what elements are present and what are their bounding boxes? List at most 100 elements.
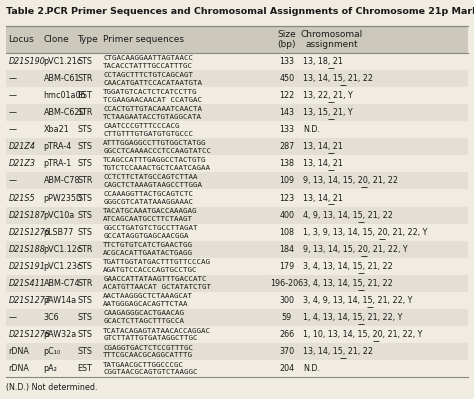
Text: TCATACAGAGTATAACACCAGGAC: TCATACAGAGTATAACACCAGGAC (103, 328, 211, 334)
Bar (6, 275, 468, 292)
Text: CTGACAAGGAATTAGTAACC: CTGACAAGGAATTAGTAACC (103, 55, 193, 61)
Text: 1, 3, 9, 13, 14, 15, 20, 21, 22, Y: 1, 3, 9, 13, 14, 15, 20, 21, 22, Y (303, 227, 428, 237)
Text: 13, 14, 21: 13, 14, 21 (303, 194, 343, 203)
Text: —: — (9, 176, 17, 186)
Text: EST: EST (77, 364, 92, 373)
Text: 266: 266 (279, 330, 294, 339)
Text: GTCTTATTGTGATAGGCTTGC: GTCTTATTGTGATAGGCTTGC (103, 335, 198, 342)
Text: TGTCTCCAAACTGCTCAATCAGAA: TGTCTCCAAACTGCTCAATCAGAA (103, 165, 211, 171)
Text: TATGAACGCTTGGCCCGC: TATGAACGCTTGGCCCGC (103, 361, 184, 367)
Bar (6, 309, 468, 326)
Text: CCACTGTTGTACAAATCAACTA: CCACTGTTGTACAAATCAACTA (103, 106, 202, 112)
Bar (6, 241, 468, 258)
Text: D21S1276: D21S1276 (9, 227, 51, 237)
Text: STS: STS (77, 313, 92, 322)
Text: D21S1278: D21S1278 (9, 330, 51, 339)
Text: —: — (9, 108, 17, 117)
Text: 450: 450 (279, 74, 294, 83)
Text: 179: 179 (279, 262, 294, 271)
Text: pPW235D: pPW235D (44, 194, 83, 203)
Text: STR: STR (77, 74, 92, 83)
Text: CAGCTCTAAAGTAAGCCTTGGA: CAGCTCTAAAGTAAGCCTTGGA (103, 182, 202, 188)
Text: STS: STS (77, 211, 92, 219)
Bar (6, 343, 468, 360)
Text: EST: EST (77, 91, 92, 100)
Text: TCAGCCATTTGAGGCCTACTGTG: TCAGCCATTTGAGGCCTACTGTG (103, 157, 207, 163)
Bar (6, 258, 468, 275)
Bar (6, 172, 468, 190)
Text: STS: STS (77, 125, 92, 134)
Text: Table 2.: Table 2. (6, 7, 47, 16)
Text: —: — (9, 313, 17, 322)
Bar (6, 155, 468, 172)
Text: ACATGTTAACAT GCTATATCTGT: ACATGTTAACAT GCTATATCTGT (103, 284, 211, 290)
Text: D21S411: D21S411 (9, 279, 46, 288)
Text: STS: STS (77, 347, 92, 356)
Text: GCCATAGGTGAGCAACGGA: GCCATAGGTGAGCAACGGA (103, 233, 189, 239)
Text: ATTTGGAGGCCTTGTGGCTATGG: ATTTGGAGGCCTTGTGGCTATGG (103, 140, 207, 146)
Text: D21S191: D21S191 (9, 262, 46, 271)
Bar (6, 292, 468, 309)
Text: 9, 13, 14, 15, 20, 21, 22, Y: 9, 13, 14, 15, 20, 21, 22, Y (303, 245, 408, 254)
Text: 9, 13, 14, 15, 20, 21, 22: 9, 13, 14, 15, 20, 21, 22 (303, 176, 398, 186)
Text: STS: STS (77, 330, 92, 339)
Text: 370: 370 (279, 347, 294, 356)
Text: STR: STR (77, 176, 92, 186)
Bar (6, 87, 468, 104)
Text: 184: 184 (279, 245, 294, 254)
Text: 13, 14, 21: 13, 14, 21 (303, 160, 343, 168)
Bar (6, 190, 468, 207)
Bar (6, 121, 468, 138)
Text: 300: 300 (279, 296, 294, 305)
Text: 400: 400 (279, 211, 294, 219)
Text: AGATGTCCACCCAGTGCCTGC: AGATGTCCACCCAGTGCCTGC (103, 267, 198, 273)
Text: Locus: Locus (9, 35, 34, 44)
Text: GAACCATTATAAGTTTGACCATC: GAACCATTATAAGTTTGACCATC (103, 277, 207, 282)
Text: CGAGGTGACTCTCCGTTTGC: CGAGGTGACTCTCCGTTTGC (103, 345, 193, 351)
Text: TGGATGTCACTCTCATCCTTG: TGGATGTCACTCTCATCCTTG (103, 89, 198, 95)
Text: 13, 14, 15, 21, 22: 13, 14, 15, 21, 22 (303, 74, 374, 83)
Bar (6, 223, 468, 241)
Text: ATCAGCAATGCCTTCTAAGT: ATCAGCAATGCCTTCTAAGT (103, 216, 193, 222)
Text: 13, 15, 21, Y: 13, 15, 21, Y (303, 108, 353, 117)
Text: Xba21: Xba21 (44, 125, 69, 134)
Bar (6, 207, 468, 223)
Text: CAAGAGGGCACTGAACAG: CAAGAGGGCACTGAACAG (103, 310, 184, 316)
Text: 3, 4, 13, 14, 15, 21, 22: 3, 4, 13, 14, 15, 21, 22 (303, 279, 393, 288)
Text: ABM-C78: ABM-C78 (44, 176, 80, 186)
Text: pTRA-1: pTRA-1 (44, 160, 72, 168)
Text: 4, 9, 13, 14, 15, 21, 22: 4, 9, 13, 14, 15, 21, 22 (303, 211, 393, 219)
Text: 109: 109 (279, 176, 294, 186)
Bar (6, 26, 468, 53)
Text: AATGGGAGCACAGTTCTAA: AATGGGAGCACAGTTCTAA (103, 301, 189, 307)
Text: TTCTGTGTCATCTGAACTGG: TTCTGTGTCATCTGAACTGG (103, 242, 193, 248)
Text: pAW32a: pAW32a (44, 330, 77, 339)
Text: 204: 204 (279, 364, 294, 373)
Text: Clone: Clone (44, 35, 69, 44)
Text: TCTAAGAATACCTGTAGGCATA: TCTAAGAATACCTGTAGGCATA (103, 114, 202, 120)
Text: pVC1.12c: pVC1.12c (44, 245, 82, 254)
Text: 122: 122 (279, 91, 294, 100)
Text: CCTCTTCTATGCCAGTCTTAA: CCTCTTCTATGCCAGTCTTAA (103, 174, 198, 180)
Text: D21S187: D21S187 (9, 211, 46, 219)
Text: CTTGTTTGTGATGTGTGCCC: CTTGTTTGTGATGTGTGCCC (103, 131, 193, 137)
Text: 3, 4, 9, 13, 14, 15, 21, 22, Y: 3, 4, 9, 13, 14, 15, 21, 22, Y (303, 296, 413, 305)
Text: 108: 108 (279, 227, 294, 237)
Text: D21Z4: D21Z4 (9, 142, 36, 151)
Text: —: — (9, 91, 17, 100)
Text: 287: 287 (279, 142, 294, 151)
Text: Primer sequences: Primer sequences (103, 35, 184, 44)
Text: hmc01a06: hmc01a06 (44, 91, 86, 100)
Text: STS: STS (77, 160, 92, 168)
Text: GCACTCTTAGCTTTGCCA: GCACTCTTAGCTTTGCCA (103, 318, 184, 324)
Text: pVC10a: pVC10a (44, 211, 75, 219)
Text: pVC1.23c: pVC1.23c (44, 262, 82, 271)
Text: N.D.: N.D. (303, 364, 320, 373)
Text: 138: 138 (279, 160, 294, 168)
Text: STS: STS (77, 227, 92, 237)
Text: TACACCTATTTGCCATTTGC: TACACCTATTTGCCATTTGC (103, 63, 193, 69)
Text: 196-206: 196-206 (270, 279, 303, 288)
Text: ACGCACATTGAATACTGAGG: ACGCACATTGAATACTGAGG (103, 250, 193, 256)
Text: 1, 4, 13, 14, 15, 21, 22, Y: 1, 4, 13, 14, 15, 21, 22, Y (303, 313, 403, 322)
Text: CCAAAGGTTACTGCAGTCTC: CCAAAGGTTACTGCAGTCTC (103, 191, 193, 197)
